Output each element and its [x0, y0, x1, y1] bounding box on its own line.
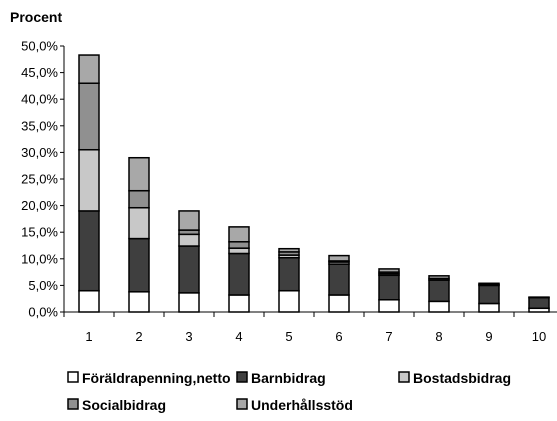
bar-segment-3-2	[129, 208, 149, 239]
bar-segment-3-1	[79, 150, 99, 211]
bar-segment-1-7	[379, 300, 399, 312]
bar-segment-1-4	[229, 295, 249, 312]
bar-segment-4-1	[79, 83, 99, 149]
bar-segment-5-7	[379, 269, 399, 272]
x-tick-label: 10	[532, 329, 546, 344]
y-tick-label: 40,0%	[21, 92, 58, 107]
bar-segment-2-1	[79, 211, 99, 291]
legend-swatch	[237, 372, 247, 382]
y-tick-label: 15,0%	[21, 225, 58, 240]
x-tick-label: 8	[435, 329, 442, 344]
legend: Föräldrapenning,netto Barnbidrag Bostadsbi…	[68, 370, 511, 413]
x-tick-label: 6	[335, 329, 342, 344]
x-tick-label: 7	[385, 329, 392, 344]
x-tick-label: 1	[85, 329, 92, 344]
x-tick-label: 4	[235, 329, 242, 344]
bar-segment-5-9	[479, 283, 499, 284]
legend-label: Underhållsstöd	[251, 397, 353, 413]
bar-segment-5-3	[179, 211, 199, 230]
legend-swatch	[68, 399, 78, 409]
bar-segment-1-9	[479, 303, 499, 312]
legend-swatch	[237, 399, 247, 409]
bar-segment-5-6	[329, 256, 349, 261]
bar-segment-5-2	[129, 158, 149, 191]
bar-segment-5-5	[279, 249, 299, 252]
bar-segment-2-5	[279, 258, 299, 291]
bar-segment-4-2	[129, 191, 149, 208]
y-tick-label: 45,0%	[21, 65, 58, 80]
bar-segment-2-4	[229, 253, 249, 294]
bar-segment-1-2	[129, 292, 149, 312]
x-tick-label: 3	[185, 329, 192, 344]
y-tick-label: 20,0%	[21, 198, 58, 213]
bar-segment-5-4	[229, 227, 249, 242]
y-tick-label: 30,0%	[21, 145, 58, 160]
bar-segment-2-7	[379, 275, 399, 299]
bars	[79, 55, 549, 312]
bar-segment-2-9	[479, 285, 499, 303]
bar-segment-1-5	[279, 291, 299, 312]
bar-segment-3-4	[229, 248, 249, 253]
bar-segment-4-4	[229, 242, 249, 248]
bar-segment-1-1	[79, 291, 99, 312]
x-axis: 1 2 3 4 5 6 7 8 9 10	[64, 312, 557, 344]
bar-segment-2-8	[429, 280, 449, 301]
bar-segment-4-10	[529, 297, 549, 298]
legend-label: Socialbidrag	[82, 397, 166, 413]
y-tick-label: 35,0%	[21, 118, 58, 133]
legend-label: Barnbidrag	[251, 370, 326, 386]
bar-segment-2-3	[179, 246, 199, 293]
legend-swatch	[399, 372, 409, 382]
legend-label: Bostadsbidrag	[413, 370, 511, 386]
y-tick-label: 10,0%	[21, 251, 58, 266]
y-tick-label: 25,0%	[21, 172, 58, 187]
bar-segment-1-6	[329, 295, 349, 312]
y-tick-label: 5,0%	[28, 278, 58, 293]
bar-segment-2-10	[529, 298, 549, 309]
bar-segment-2-2	[129, 239, 149, 292]
y-tick-label: 50,0%	[21, 39, 58, 54]
bar-segment-2-6	[329, 264, 349, 295]
x-tick-label: 5	[285, 329, 292, 344]
y-axis-label: Procent	[10, 9, 62, 25]
bar-segment-5-1	[79, 55, 99, 83]
legend-label: Föräldrapenning,netto	[82, 370, 231, 386]
bar-segment-1-3	[179, 293, 199, 312]
y-tick-label: 0,0%	[28, 305, 58, 320]
bar-segment-5-8	[429, 276, 449, 279]
bar-segment-1-8	[429, 301, 449, 312]
x-tick-label: 2	[135, 329, 142, 344]
bar-segment-3-3	[179, 234, 199, 246]
legend-swatch	[68, 372, 78, 382]
x-tick-label: 9	[485, 329, 492, 344]
y-axis: 0,0% 5,0% 10,0% 15,0% 20,0% 25,0% 30,0% 35,0% 40…	[21, 39, 64, 320]
